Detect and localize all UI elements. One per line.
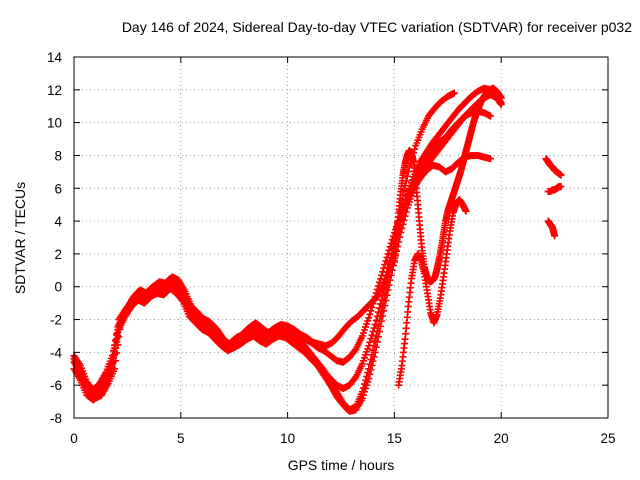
data-point — [365, 375, 373, 383]
data-point — [385, 260, 393, 268]
y-tick-label: -6 — [50, 378, 62, 393]
data-point — [380, 307, 388, 315]
y-tick-label: -2 — [50, 313, 62, 328]
data-point — [367, 335, 375, 343]
data-point — [385, 281, 393, 289]
data-point — [487, 155, 495, 163]
data-point — [380, 279, 388, 287]
data-layer — [70, 84, 565, 415]
y-tick-label: 2 — [54, 247, 62, 262]
data-point — [351, 346, 359, 354]
data-point — [370, 324, 378, 332]
data-point — [497, 94, 505, 102]
data-point — [497, 101, 505, 109]
chart-title: Day 146 of 2024, Sidereal Day-to-day VTE… — [121, 19, 632, 35]
data-point — [113, 349, 121, 357]
y-tick-label: 4 — [54, 214, 62, 229]
data-point — [375, 304, 383, 312]
data-point — [377, 275, 385, 283]
data-point — [411, 145, 419, 153]
data-point — [557, 183, 565, 191]
data-point — [358, 394, 366, 402]
data-point — [365, 342, 373, 350]
data-point — [551, 232, 559, 240]
data-point — [378, 296, 386, 304]
data-point — [364, 378, 372, 386]
data-point — [367, 366, 375, 374]
data-point — [360, 388, 368, 396]
data-point — [450, 89, 458, 97]
x-tick-label: 10 — [280, 431, 295, 446]
data-point — [384, 264, 392, 272]
data-point — [359, 391, 367, 399]
y-tick-label: 8 — [54, 148, 62, 163]
data-point — [377, 300, 385, 308]
data-point — [371, 320, 379, 328]
data-point — [111, 365, 119, 373]
y-tick-label: 0 — [54, 280, 62, 295]
data-point — [369, 357, 377, 365]
plot-frame — [73, 56, 609, 419]
data-point — [372, 316, 380, 324]
data-point — [487, 112, 495, 120]
data-point — [372, 343, 380, 351]
x-tick-label: 25 — [600, 431, 615, 446]
data-point — [366, 370, 374, 378]
data-point — [366, 338, 374, 346]
data-point — [385, 246, 393, 254]
data-point — [384, 250, 392, 258]
data-point — [374, 333, 382, 341]
data-point — [351, 374, 359, 382]
data-point — [381, 302, 389, 310]
y-tick-label: 12 — [47, 83, 62, 98]
data-point — [375, 278, 383, 286]
data-point — [373, 312, 381, 320]
x-tick-label: 20 — [494, 431, 509, 446]
data-point — [377, 322, 385, 330]
data-point — [387, 251, 395, 259]
y-tick-label: -4 — [50, 345, 62, 360]
x-tick-label: 5 — [177, 431, 185, 446]
data-point — [368, 361, 376, 369]
data-point — [403, 172, 411, 180]
y-axis-label: SDTVAR / TECUs — [12, 181, 28, 295]
data-point — [381, 276, 389, 284]
data-point — [370, 353, 378, 361]
data-point — [367, 307, 375, 315]
y-tick-label: 6 — [54, 181, 62, 196]
data-point — [375, 328, 383, 336]
data-point — [557, 171, 565, 179]
data-point — [77, 368, 85, 376]
data-point — [373, 338, 381, 346]
data-point — [365, 314, 373, 322]
data-point — [374, 308, 382, 316]
data-point — [114, 341, 122, 349]
data-point — [368, 331, 376, 339]
y-tick-label: -8 — [50, 411, 62, 426]
data-point — [112, 357, 120, 365]
data-point — [362, 384, 370, 392]
x-tick-label: 0 — [70, 431, 78, 446]
y-tick-label: 10 — [47, 116, 62, 131]
data-point — [116, 325, 124, 333]
data-point — [366, 310, 374, 318]
y-tick-label: 14 — [47, 50, 63, 65]
data-point — [462, 207, 470, 215]
data-point — [386, 256, 394, 264]
data-point — [115, 333, 123, 341]
data-point — [369, 328, 377, 336]
x-tick-label: 15 — [387, 431, 402, 446]
data-point — [383, 268, 391, 276]
data-point — [363, 381, 371, 389]
data-point — [382, 272, 390, 280]
x-axis-label: GPS time / hours — [287, 457, 395, 473]
data-point — [371, 348, 379, 356]
data-point — [378, 317, 386, 325]
